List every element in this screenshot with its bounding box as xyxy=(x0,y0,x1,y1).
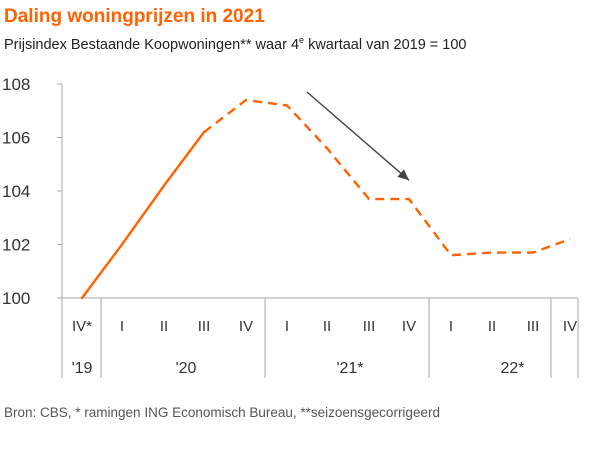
y-tick-label: 106 xyxy=(2,129,30,148)
annotation-arrowhead xyxy=(397,169,409,181)
x-year-label: '20 xyxy=(176,360,197,377)
x-year-label: 22* xyxy=(500,360,524,377)
subtitle-superscript: e xyxy=(299,35,305,45)
x-tick-label: I xyxy=(120,318,124,335)
y-tick-label: 100 xyxy=(2,289,30,308)
series-line-actual xyxy=(80,130,206,300)
chart-footnote: Bron: CBS, * ramingen ING Economisch Bur… xyxy=(4,405,440,420)
y-tick-label: 104 xyxy=(2,182,30,201)
x-tick-label: II xyxy=(488,318,496,335)
x-tick-label: IV xyxy=(239,318,253,335)
series-layer xyxy=(80,98,571,300)
x-tick-label: IV xyxy=(402,318,416,335)
chart-subtitle: Prijsindex Bestaande Koopwoningen** waar… xyxy=(4,35,467,54)
series-line-forecast xyxy=(203,98,571,257)
x-tick-label: IV xyxy=(563,318,577,335)
x-tick-label: II xyxy=(160,318,168,335)
x-year-label: '21* xyxy=(336,360,363,377)
x-tick-label: IV* xyxy=(72,318,92,335)
subtitle-text-end: kwartaal van 2019 = 100 xyxy=(304,37,467,53)
x-tick-label: III xyxy=(198,318,211,335)
annotation-arrow xyxy=(306,91,410,181)
x-tick-label: III xyxy=(363,318,376,335)
y-tick-label: 108 xyxy=(2,75,30,94)
x-tick-label: I xyxy=(449,318,453,335)
y-tick-label: 102 xyxy=(2,236,30,255)
subtitle-text: Prijsindex Bestaande Koopwoningen** waar… xyxy=(4,37,300,53)
x-year-label: '19 xyxy=(72,360,93,377)
x-tick-label: I xyxy=(285,318,289,335)
x-tick-label: III xyxy=(527,318,540,335)
x-tick-label: II xyxy=(323,318,331,335)
chart-title: Daling woningprijzen in 2021 xyxy=(4,6,265,27)
annotation-layer xyxy=(306,91,410,181)
